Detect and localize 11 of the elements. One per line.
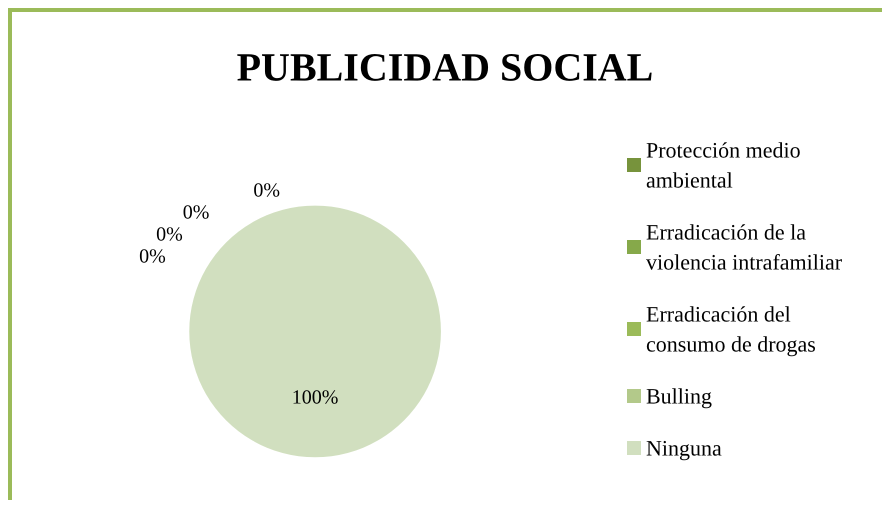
text: 0% xyxy=(182,202,210,224)
legend-label: Erradicación de la violencia intrafamiliar xyxy=(646,220,843,274)
text: 0% xyxy=(139,246,166,268)
text: 0% xyxy=(253,180,280,202)
legend-label: Bulling xyxy=(646,384,712,408)
legend-label: Erradicación del consumo de drogas xyxy=(646,302,816,356)
legend-label: Ninguna xyxy=(646,436,722,460)
legend-label: Protección medio ambiental xyxy=(646,138,806,192)
text: 0% xyxy=(156,224,183,246)
data-label: 100% xyxy=(292,386,338,408)
chart-title: PUBLICIDAD SOCIAL xyxy=(236,44,654,90)
